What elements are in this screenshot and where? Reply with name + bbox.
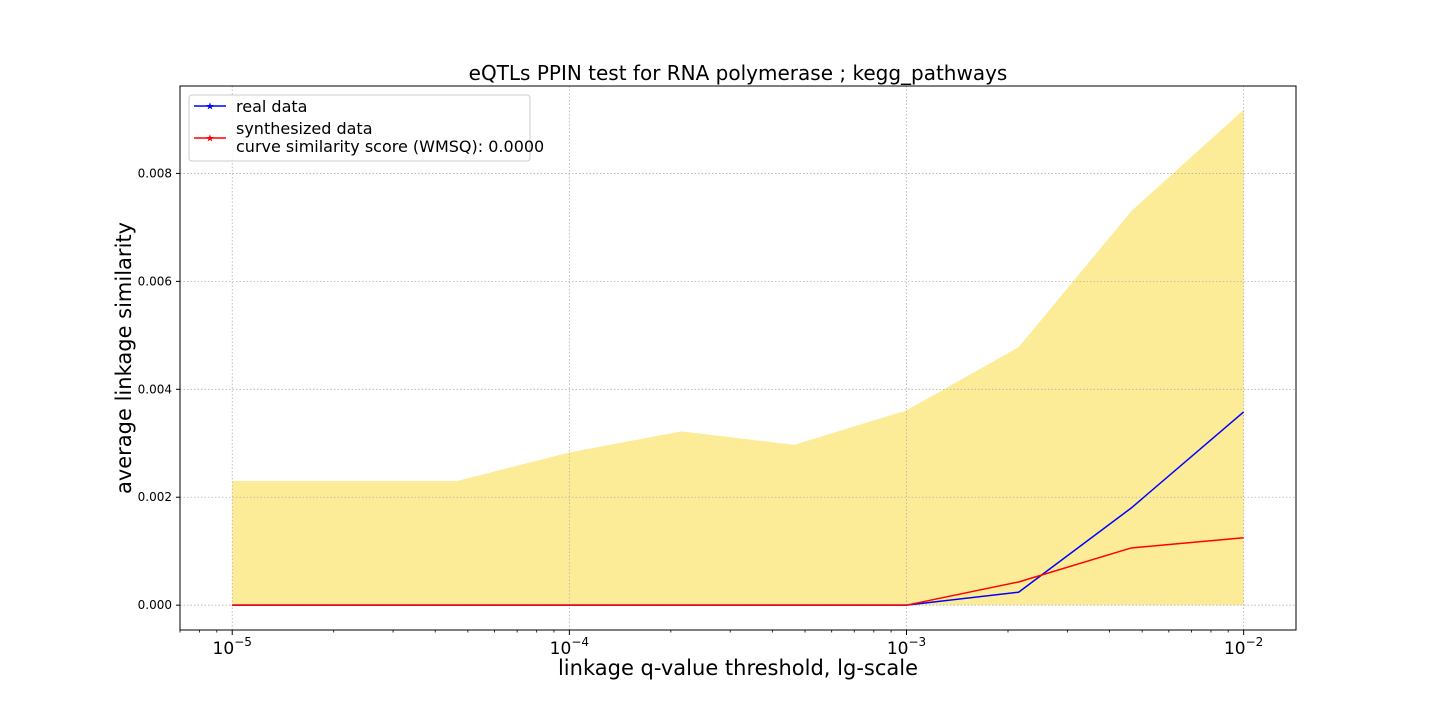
y-axis-label: average linkage similarity	[112, 222, 136, 494]
y-tick-label: 0.002	[138, 490, 172, 504]
legend-marker-star: ★	[206, 102, 215, 113]
y-tick-label: 0.006	[138, 274, 172, 288]
x-tick-label: 10−4	[550, 635, 589, 659]
chart-title: eQTLs PPIN test for RNA polymerase ; keg…	[469, 61, 1008, 85]
y-tick-label: 0.008	[138, 166, 172, 180]
legend-box	[188, 94, 531, 162]
legend-label-2: synthesized data	[236, 119, 373, 138]
x-tick-label: 10−2	[1224, 635, 1263, 659]
legend-label-1: real data	[236, 97, 307, 116]
x-tick-label: 10−5	[213, 635, 252, 659]
series-line-2	[232, 536, 1244, 606]
legend-marker-star: ★	[206, 134, 215, 145]
x-tick-label: 10−3	[887, 635, 926, 659]
y-tick-label: 0.000	[138, 598, 172, 612]
confidence-band	[232, 109, 1244, 606]
legend-label-2-extra: curve similarity score (WMSQ): 0.0000	[236, 137, 544, 156]
x-axis-label: linkage q-value threshold, lg-scale	[558, 656, 918, 680]
y-tick-label: 0.004	[138, 382, 172, 396]
plot-frame	[179, 85, 1297, 631]
